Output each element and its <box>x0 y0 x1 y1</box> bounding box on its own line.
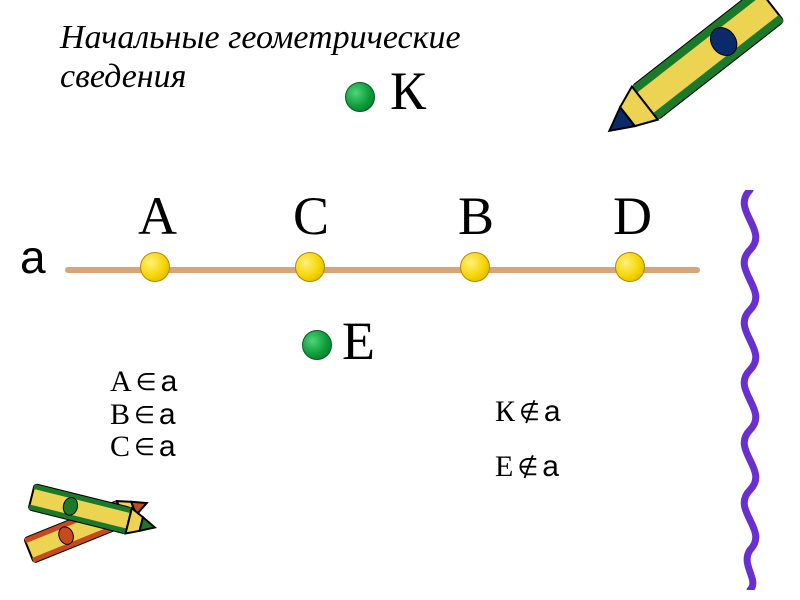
point-label-К: К <box>390 60 426 122</box>
notation-Е: Е∉a <box>495 450 559 484</box>
notation-point: А <box>110 365 132 399</box>
notation-line: a <box>161 365 178 399</box>
point-dot-D <box>615 252 645 282</box>
notation-point: Е <box>495 450 513 484</box>
point-dot-А <box>140 252 170 282</box>
notation-К: К∉a <box>495 395 561 429</box>
point-label-А: А <box>138 185 177 247</box>
point-dot-В <box>460 252 490 282</box>
crayons-bottom-left-decoration <box>5 450 175 595</box>
notation-symbol: ∉ <box>517 453 538 482</box>
point-dot-С <box>295 252 325 282</box>
notation-В: В∈a <box>110 398 176 432</box>
crayon-top-right-decoration <box>590 0 800 215</box>
point-label-С: С <box>293 185 329 247</box>
point-label-В: В <box>458 185 494 247</box>
notation-line: a <box>544 395 561 429</box>
squiggle-decoration <box>720 190 780 595</box>
point-label-Е: Е <box>342 310 375 372</box>
notation-symbol: ∉ <box>519 398 540 427</box>
line-label-a: a <box>20 230 46 284</box>
notation-symbol: ∈ <box>136 368 157 397</box>
notation-А: А∈a <box>110 365 177 399</box>
point-dot-Е <box>302 330 332 360</box>
notation-line: a <box>542 450 559 484</box>
notation-line: a <box>159 398 176 432</box>
point-dot-К <box>345 82 375 112</box>
notation-symbol: ∈ <box>134 401 155 430</box>
notation-point: В <box>110 398 130 432</box>
notation-point: К <box>495 395 515 429</box>
